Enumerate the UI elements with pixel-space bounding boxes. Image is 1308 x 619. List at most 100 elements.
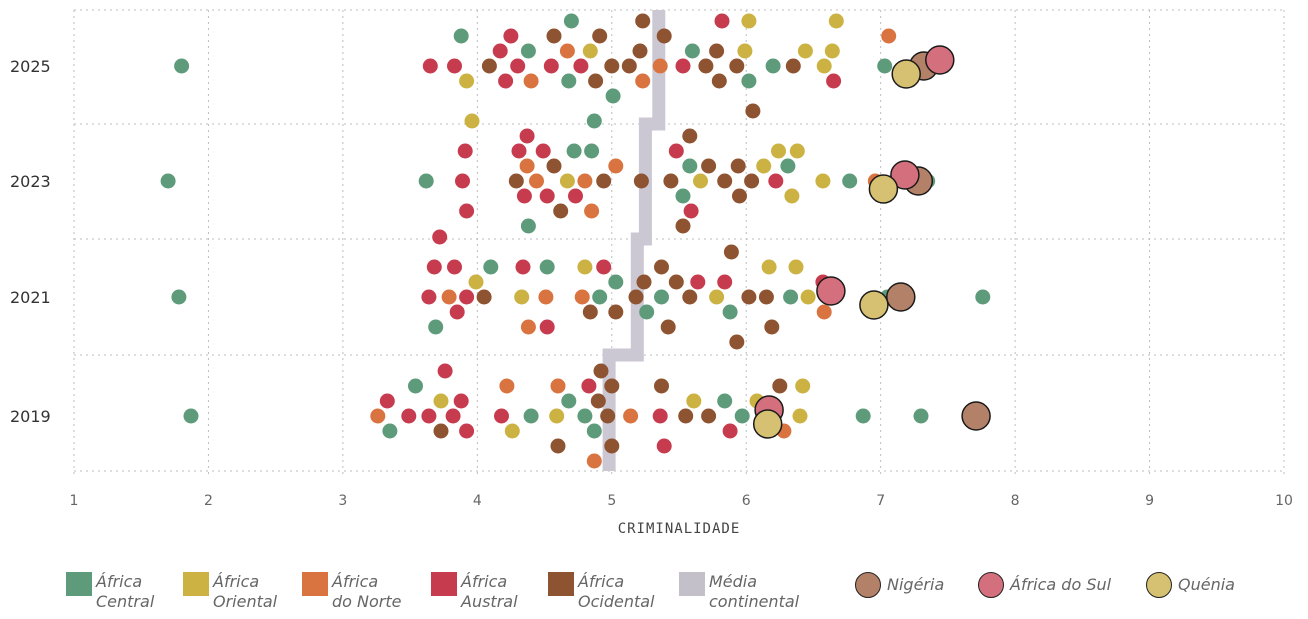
- grid: [73, 9, 1285, 478]
- point-central: [520, 43, 536, 59]
- point-austral: [503, 28, 519, 44]
- point-austral: [581, 378, 597, 394]
- point-austral: [498, 73, 514, 89]
- point-central: [160, 173, 176, 189]
- x-axis-label: CRIMINALIDADE: [618, 521, 741, 537]
- point-ocidental: [621, 58, 637, 74]
- point-central: [741, 73, 757, 89]
- legend-swatch-kenya: [1146, 572, 1172, 598]
- point-central: [855, 408, 871, 424]
- point-oriental: [792, 408, 808, 424]
- point-austral: [652, 408, 668, 424]
- point-ocidental: [711, 73, 727, 89]
- point-central: [171, 289, 187, 305]
- point-central: [722, 304, 738, 320]
- point-oriental: [709, 289, 725, 305]
- legend-item-kenya: Quénia: [1146, 572, 1235, 598]
- point-austral: [656, 438, 672, 454]
- point-ocidental: [732, 188, 747, 204]
- point-oriental: [815, 173, 831, 189]
- point-norte: [584, 203, 600, 219]
- point-austral: [690, 274, 706, 290]
- highlight-point: [890, 160, 920, 190]
- point-oriental: [828, 13, 844, 29]
- point-ocidental: [608, 304, 624, 320]
- point-austral: [826, 73, 842, 89]
- point-central: [586, 113, 602, 129]
- highlight-point: [752, 409, 783, 439]
- point-ocidental: [590, 393, 606, 409]
- point-central: [183, 408, 199, 424]
- point-ocidental: [592, 28, 608, 44]
- point-austral: [447, 259, 462, 275]
- point-central: [382, 423, 398, 439]
- point-ocidental: [604, 378, 620, 394]
- point-central: [682, 158, 698, 174]
- x-tick-label: 1: [70, 493, 79, 509]
- point-austral: [539, 319, 555, 335]
- point-ocidental: [635, 13, 651, 29]
- point-central: [734, 408, 750, 424]
- point-austral: [568, 188, 583, 204]
- point-austral: [437, 363, 453, 379]
- point-oriental: [737, 43, 753, 59]
- point-ocidental: [785, 58, 801, 74]
- point-austral: [459, 289, 475, 305]
- point-ocidental: [588, 73, 604, 89]
- point-central: [765, 58, 781, 74]
- point-austral: [453, 393, 469, 409]
- point-central: [561, 393, 577, 409]
- point-austral: [543, 58, 559, 74]
- legend-swatch-ocidental: [548, 572, 574, 596]
- point-norte: [441, 289, 457, 305]
- point-ocidental: [433, 423, 449, 439]
- point-norte: [881, 28, 897, 44]
- point-central: [783, 289, 799, 305]
- point-ocidental: [656, 28, 672, 44]
- point-austral: [675, 58, 691, 74]
- point-ocidental: [729, 334, 745, 350]
- legend-label: África Oriental: [213, 572, 278, 611]
- point-oriental: [800, 289, 816, 305]
- point-ocidental: [596, 173, 612, 189]
- point-norte: [608, 158, 624, 174]
- point-ocidental: [632, 43, 648, 59]
- y-tick-label: 2021: [10, 288, 51, 307]
- point-austral: [492, 43, 508, 59]
- legend-swatch-south-africa: [978, 572, 1004, 598]
- point-central: [563, 13, 579, 29]
- point-ocidental: [546, 28, 562, 44]
- point-oriental: [464, 113, 480, 129]
- point-norte: [550, 378, 566, 394]
- data-points: [160, 13, 991, 469]
- point-ocidental: [593, 363, 609, 379]
- legend-swatch-nigeria: [855, 572, 881, 598]
- point-ocidental: [654, 259, 669, 275]
- point-austral: [422, 58, 438, 74]
- point-central: [174, 58, 190, 74]
- point-austral: [432, 229, 448, 245]
- point-ocidental: [550, 438, 566, 454]
- legend-item-nigeria: Nigéria: [855, 572, 944, 598]
- point-oriental: [789, 143, 805, 159]
- point-ocidental: [633, 173, 649, 189]
- legend-item-average: Média continental: [679, 572, 799, 612]
- legend-item-norte: África do Norte: [302, 572, 401, 612]
- point-oriental: [756, 158, 772, 174]
- point-austral: [535, 143, 551, 159]
- point-norte: [574, 289, 590, 305]
- legend-label: Média continental: [709, 572, 800, 611]
- point-ocidental: [758, 289, 774, 305]
- point-ocidental: [717, 173, 733, 189]
- point-oriental: [693, 173, 708, 189]
- point-ocidental: [628, 289, 644, 305]
- point-austral: [717, 274, 733, 290]
- point-central: [842, 173, 858, 189]
- legend-label: Quénia: [1178, 575, 1235, 594]
- point-oriental: [549, 408, 565, 424]
- point-oriental: [741, 13, 757, 29]
- point-norte: [652, 58, 668, 74]
- point-oriental: [795, 378, 811, 394]
- highlight-point: [859, 290, 889, 320]
- highlight-point: [816, 276, 846, 306]
